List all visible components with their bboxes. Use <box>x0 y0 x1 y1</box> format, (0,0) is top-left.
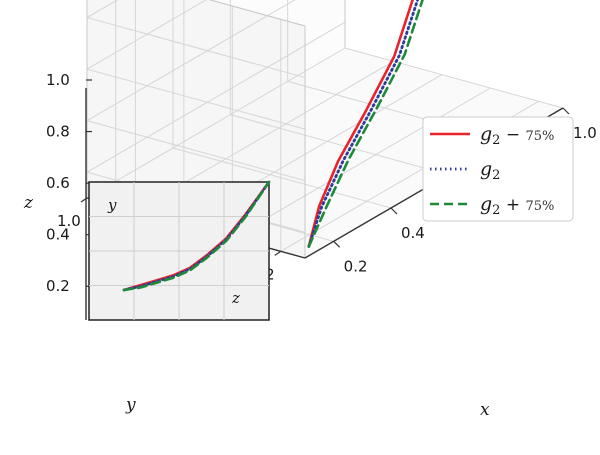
series-line-2 <box>307 0 420 248</box>
series-line-3 <box>307 0 424 248</box>
z-tick-label: 0.6 <box>46 174 70 192</box>
x-tick-label: 1.0 <box>573 124 597 142</box>
grid-line-back-z <box>86 21 346 173</box>
x-axis-label: x <box>480 400 490 420</box>
grid-line-floor-x <box>172 147 392 209</box>
inset-grid <box>89 182 269 320</box>
x-tick-mark <box>333 240 341 248</box>
inset-y-label: y <box>107 196 117 214</box>
z-tick-label: 0.8 <box>46 123 70 141</box>
inset-z-label: z <box>231 289 240 307</box>
legend: g2 − 75% g2 g2 + 75% <box>422 116 574 222</box>
series-curves <box>307 0 424 248</box>
inset-curves <box>122 180 271 292</box>
inset-plot: y z <box>88 180 271 321</box>
grid-line-floor-y <box>86 47 346 199</box>
x-tick-mark <box>562 107 570 115</box>
grid-line-floor-y <box>232 87 491 239</box>
legend-label-1: g2 − 75% <box>480 123 554 148</box>
inset-series-line-3 <box>122 180 271 292</box>
x-tick-label: 0.2 <box>344 257 368 275</box>
z-axis-label: z <box>23 193 34 213</box>
x-tick-mark <box>390 207 398 215</box>
legend-label-2: g2 <box>480 158 500 183</box>
grid-line-side-z <box>86 68 306 130</box>
grid-line-side-z <box>86 17 306 79</box>
x-tick-label: 0.4 <box>401 224 425 242</box>
y-tick-label: 1.0 <box>57 212 81 230</box>
y-tick-mark <box>274 250 282 256</box>
grid-line-back-z <box>86 0 207 70</box>
z-tick-label: 0.4 <box>46 226 70 244</box>
pane-edge <box>208 0 306 27</box>
y-tick-mark <box>80 197 88 203</box>
grid-line-back-z <box>86 0 296 122</box>
grid-line-floor-x <box>230 114 449 176</box>
z-tick-label: 0.2 <box>46 277 70 295</box>
z-tick-label: 1.0 <box>46 71 70 89</box>
y-axis-label: y <box>125 395 136 415</box>
grid-line-side-z <box>86 120 306 182</box>
legend-box <box>422 116 574 222</box>
grid-line-floor-x <box>344 47 564 109</box>
legend-label-3: g2 + 75% <box>480 193 554 218</box>
series-line-1 <box>307 0 414 248</box>
